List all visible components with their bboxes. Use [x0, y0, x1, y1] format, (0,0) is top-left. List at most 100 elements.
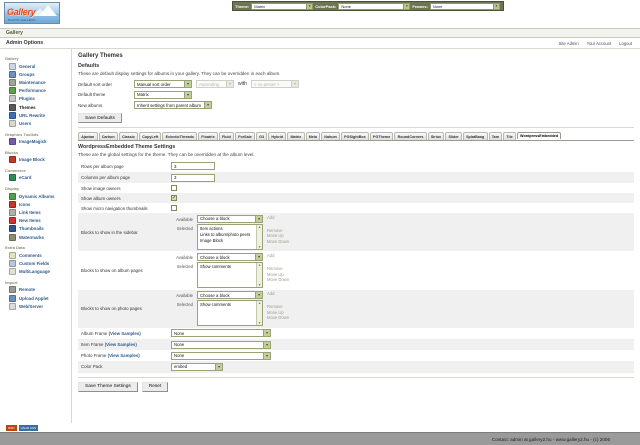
- sidebar-add-button[interactable]: Add: [267, 214, 275, 220]
- photo-available-select[interactable]: Choose a block ▼: [197, 291, 263, 300]
- tab-forsale[interactable]: ForSale: [235, 132, 255, 140]
- sidebar-item-ecard[interactable]: eCard: [3, 174, 71, 182]
- tab-matrix[interactable]: Matrix: [287, 132, 305, 140]
- colorpack-select[interactable]: None ▼: [338, 2, 411, 10]
- css-validator-badge[interactable]: VALID CSS: [18, 425, 39, 431]
- tab-nahum[interactable]: Nahum: [321, 132, 340, 140]
- color-pack-select[interactable]: embed ▼: [171, 362, 223, 371]
- sidebar-item-users[interactable]: Users: [3, 119, 71, 127]
- tab-g3[interactable]: G3: [255, 132, 268, 140]
- sidebar-item-multilanguage[interactable]: MultiLanguage: [3, 268, 71, 276]
- tab-splatbang[interactable]: SplatBang: [462, 132, 488, 140]
- tab-eclecticthreads[interactable]: EclecticThreads: [162, 132, 198, 140]
- sidebar-item-groups[interactable]: Groups: [3, 70, 71, 78]
- default-sort-order-select[interactable]: Manual sort order ▼: [134, 80, 192, 88]
- tab-fluid[interactable]: Fluid: [218, 132, 234, 140]
- site-admin-link[interactable]: Site Admin: [558, 40, 579, 46]
- rows-per-page-input[interactable]: 3: [171, 162, 215, 171]
- photo-frame-select[interactable]: None ▼: [171, 351, 271, 360]
- tab-pgsightbox[interactable]: PGSightBox: [340, 132, 369, 140]
- sidebar-item-dynamic-albums[interactable]: Dynamic Albums: [3, 192, 71, 200]
- tab-classic[interactable]: Classic: [118, 132, 139, 140]
- logout-link[interactable]: Logout: [619, 40, 632, 46]
- sidebar-remove-button[interactable]: Remove: [267, 227, 283, 233]
- tab-roundcorners[interactable]: RoundCorners: [394, 132, 427, 140]
- album-move-down-button[interactable]: Move Down: [267, 277, 290, 282]
- album-remove-button[interactable]: Remove: [267, 266, 283, 271]
- sidebar-item-upload-applet[interactable]: Upload Applet: [3, 294, 71, 302]
- show-micro-nav-checkbox[interactable]: [171, 204, 177, 211]
- photo-remove-button[interactable]: Remove: [267, 304, 283, 310]
- tab-ajaxian[interactable]: Ajaxian: [78, 132, 98, 140]
- sidebar-item-maintenance[interactable]: Maintenance: [3, 78, 71, 86]
- tab-carbon[interactable]: Carbon: [98, 132, 118, 140]
- sidebar-item-watermarks[interactable]: Watermarks: [3, 233, 71, 241]
- w3c-validator-badge[interactable]: W3C: [6, 425, 17, 431]
- photo-selected-listbox[interactable]: Show comments ▲ ▼: [197, 300, 263, 327]
- listbox-scrollbar[interactable]: ▲ ▼: [256, 263, 262, 287]
- tab-copyleft[interactable]: CopyLeft: [139, 132, 162, 140]
- listbox-scrollbar[interactable]: ▲ ▼: [256, 224, 262, 249]
- show-image-owners-checkbox[interactable]: [171, 184, 177, 191]
- sidebar-move-down-button[interactable]: Move Down: [267, 238, 290, 244]
- item-frame-select[interactable]: None ▼: [171, 340, 271, 349]
- list-item[interactable]: Image Block: [200, 238, 224, 244]
- new-albums-select[interactable]: Inherit settings from parent album ▼: [134, 101, 212, 109]
- album-frame-view-samples-link[interactable]: (View Samples): [108, 330, 141, 336]
- sidebar-item-plugins[interactable]: Plugins: [3, 95, 71, 103]
- tab-slider[interactable]: Slider: [445, 132, 462, 140]
- tab-pgtheme[interactable]: PGTheme: [369, 132, 394, 140]
- breadcrumb-home-link[interactable]: Gallery: [6, 30, 23, 36]
- tab-tile[interactable]: Tile: [503, 132, 516, 140]
- tab-tam[interactable]: Tam: [488, 132, 503, 140]
- listbox-scrollbar[interactable]: ▲ ▼: [256, 301, 262, 326]
- list-item[interactable]: Show comments: [200, 302, 231, 308]
- album-available-select[interactable]: Choose a block ▼: [197, 253, 263, 261]
- photo-move-up-button[interactable]: Move Up: [267, 309, 284, 315]
- your-account-link[interactable]: Your Account: [586, 40, 612, 46]
- sidebar-item-custom-fields[interactable]: Custom Fields: [3, 259, 71, 267]
- sidebar-item-general[interactable]: General: [3, 62, 71, 70]
- photo-frame-view-samples-link[interactable]: (View Samples): [107, 353, 140, 359]
- sidebar-item-link-items[interactable]: Link Items: [3, 208, 71, 217]
- sidebar-available-select[interactable]: Choose a block ▼: [197, 214, 263, 223]
- default-theme-select[interactable]: Matrix ▼: [134, 90, 192, 99]
- album-selected-listbox[interactable]: Show comments ▲ ▼: [197, 262, 263, 288]
- tab-siriux[interactable]: Siriux: [427, 132, 445, 140]
- list-item[interactable]: Item actions: [200, 225, 223, 231]
- sidebar-item-label: Image Block: [19, 157, 45, 163]
- sidebar-item-icons[interactable]: Icons: [3, 200, 71, 208]
- sidebar-item-remote[interactable]: Remote: [3, 286, 71, 294]
- sidebar-move-up-button[interactable]: Move Up: [267, 233, 284, 239]
- album-frame-select[interactable]: None ▼: [171, 329, 271, 338]
- save-theme-settings-button[interactable]: Save Theme Settings: [78, 381, 138, 392]
- sidebar-item-web-server[interactable]: Web/Server: [3, 302, 71, 310]
- item-frame-view-samples-link[interactable]: (View Samples): [104, 342, 137, 348]
- tab-hybrid[interactable]: Hybrid: [268, 132, 287, 140]
- gallery-logo[interactable]: Gallery PHOTO GALLERY: [4, 2, 60, 24]
- photo-move-down-button[interactable]: Move Down: [267, 315, 290, 321]
- album-add-button[interactable]: Add: [267, 253, 275, 258]
- sidebar-item-comments[interactable]: Comments: [3, 251, 71, 259]
- theme-switch-select[interactable]: Matrix ▼: [251, 2, 314, 10]
- sidebar-item-url-rewrite[interactable]: URL Rewrite: [3, 111, 71, 119]
- sidebar-item-thumbnails[interactable]: Thumbnails: [3, 225, 71, 233]
- show-album-owners-checkbox[interactable]: ✓: [171, 194, 177, 202]
- columns-per-page-input[interactable]: 3: [171, 173, 215, 182]
- album-move-up-button[interactable]: Move Up: [267, 271, 284, 277]
- save-defaults-button[interactable]: Save Defaults: [78, 113, 122, 123]
- sidebar-item-image-block[interactable]: Image Block: [3, 156, 71, 164]
- tab-mela[interactable]: Mela: [305, 132, 321, 140]
- tab-wordpressembedded[interactable]: WordpressEmbedded: [516, 132, 562, 139]
- sidebar-item-imagemagick[interactable]: ImageMagick: [3, 138, 71, 146]
- sidebar-selected-listbox[interactable]: Item actions Links to album/photo peers …: [197, 223, 263, 250]
- photo-add-button[interactable]: Add: [267, 291, 275, 297]
- list-item[interactable]: Show comments: [200, 264, 231, 269]
- tab-floatrix[interactable]: Floatrix: [198, 132, 218, 140]
- sidebar-item-performance[interactable]: Performance: [3, 87, 71, 95]
- sidebar-item-new-items[interactable]: New Items: [3, 217, 71, 225]
- reset-button[interactable]: Reset: [141, 381, 169, 392]
- frames-select[interactable]: None ▼: [429, 2, 500, 10]
- list-item[interactable]: Links to album/photo peers: [200, 232, 251, 238]
- sidebar-item-themes[interactable]: Themes: [3, 103, 71, 111]
